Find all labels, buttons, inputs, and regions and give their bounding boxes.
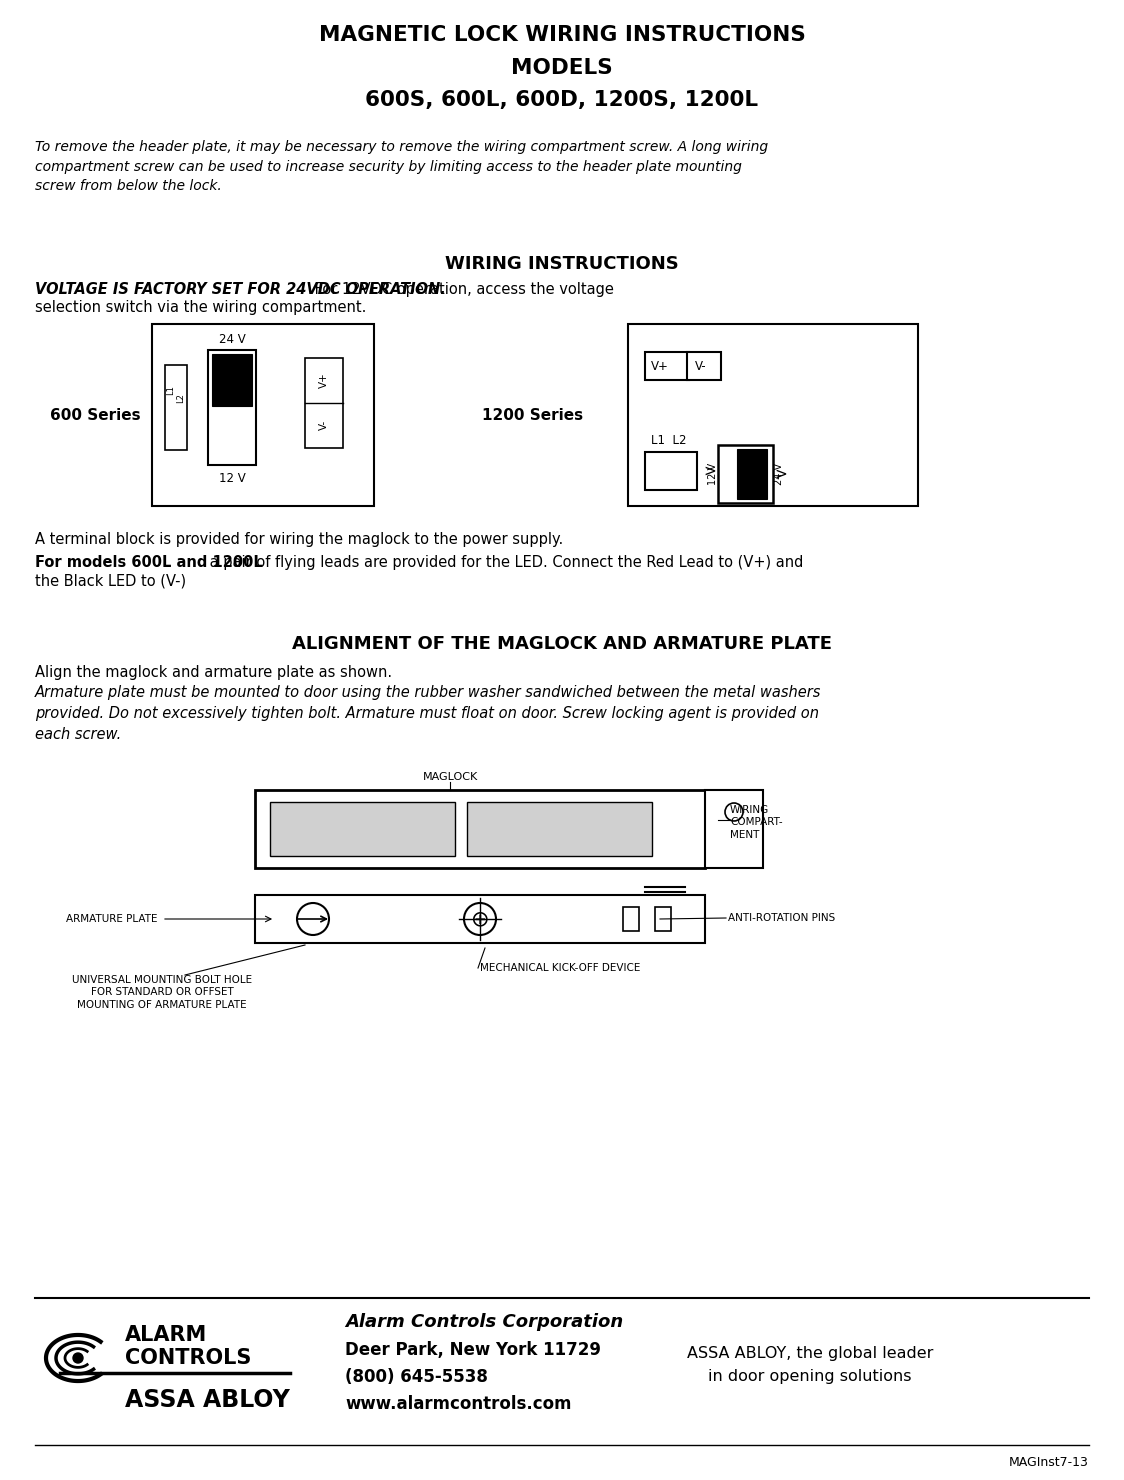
Bar — [718, 445, 773, 503]
Text: A terminal block is provided for wiring the maglock to the power supply.: A terminal block is provided for wiring … — [35, 531, 563, 548]
Text: UNIVERSAL MOUNTING BOLT HOLE
FOR STANDARD OR OFFSET
MOUNTING OF ARMATURE PLATE: UNIVERSAL MOUNTING BOLT HOLE FOR STANDAR… — [72, 975, 252, 1009]
Text: VOLTAGE IS FACTORY SET FOR 24VDC OPERATION.: VOLTAGE IS FACTORY SET FOR 24VDC OPERATI… — [35, 283, 446, 297]
Text: ALIGNMENT OF THE MAGLOCK AND ARMATURE PLATE: ALIGNMENT OF THE MAGLOCK AND ARMATURE PL… — [292, 635, 832, 653]
Text: Alarm Controls Corporation: Alarm Controls Corporation — [345, 1313, 623, 1331]
Text: For models 600L and 1200L: For models 600L and 1200L — [35, 555, 263, 570]
Text: 24 V: 24 V — [774, 463, 785, 485]
Text: MAGInst7-13: MAGInst7-13 — [1009, 1455, 1089, 1468]
Text: MAGNETIC LOCK WIRING INSTRUCTIONS: MAGNETIC LOCK WIRING INSTRUCTIONS — [318, 25, 806, 44]
Bar — [152, 324, 374, 506]
Text: L1: L1 — [166, 385, 175, 395]
Text: 12 V: 12 V — [219, 472, 245, 485]
Bar — [305, 358, 343, 448]
Text: selection switch via the wiring compartment.: selection switch via the wiring compartm… — [35, 300, 366, 315]
Text: www.alarmcontrols.com: www.alarmcontrols.com — [345, 1396, 571, 1413]
Text: L1  L2: L1 L2 — [651, 434, 687, 447]
Bar — [655, 907, 671, 931]
Text: 24 V: 24 V — [219, 333, 245, 346]
Text: V-: V- — [695, 360, 707, 373]
Text: For 12VDC operation, access the voltage: For 12VDC operation, access the voltage — [310, 283, 614, 297]
Text: CONTROLS: CONTROLS — [125, 1348, 252, 1368]
Text: L2: L2 — [176, 394, 185, 403]
Bar — [208, 349, 256, 465]
Circle shape — [297, 903, 329, 935]
Circle shape — [464, 903, 496, 935]
Circle shape — [73, 1353, 83, 1363]
Text: 600 Series: 600 Series — [49, 407, 140, 422]
Bar — [628, 324, 918, 506]
Bar — [737, 448, 767, 499]
Text: ⊕: ⊕ — [471, 909, 489, 929]
Text: ALARM: ALARM — [125, 1325, 207, 1345]
Text: MAGLOCK: MAGLOCK — [423, 773, 478, 781]
Bar — [645, 451, 697, 490]
Text: Armature plate must be mounted to door using the rubber washer sandwiched betwee: Armature plate must be mounted to door u… — [35, 685, 822, 741]
Text: To remove the header plate, it may be necessary to remove the wiring compartment: To remove the header plate, it may be ne… — [35, 141, 768, 192]
Text: >: > — [702, 463, 716, 478]
Text: Align the maglock and armature plate as shown.: Align the maglock and armature plate as … — [35, 665, 392, 679]
Bar — [255, 790, 705, 867]
Circle shape — [725, 804, 743, 821]
Text: V-: V- — [319, 420, 329, 431]
Text: ASSA ABLOY: ASSA ABLOY — [125, 1388, 290, 1412]
Bar — [165, 366, 187, 450]
Text: WIRING INSTRUCTIONS: WIRING INSTRUCTIONS — [445, 255, 679, 272]
Text: >: > — [774, 466, 787, 481]
Text: V+: V+ — [319, 371, 329, 388]
Text: WIRING
COMPART-
MENT: WIRING COMPART- MENT — [729, 805, 782, 839]
Bar — [212, 354, 252, 406]
Text: 1200 Series: 1200 Series — [482, 407, 583, 422]
Text: (800) 645-5538: (800) 645-5538 — [345, 1368, 488, 1385]
Text: 600S, 600L, 600D, 1200S, 1200L: 600S, 600L, 600D, 1200S, 1200L — [365, 90, 759, 110]
Bar — [623, 907, 640, 931]
Text: a pair of flying leads are provided for the LED. Connect the Red Lead to (V+) an: a pair of flying leads are provided for … — [205, 555, 804, 570]
Bar — [255, 895, 705, 943]
Text: the Black LED to (V-): the Black LED to (V-) — [35, 573, 187, 588]
Text: MODELS: MODELS — [511, 58, 613, 78]
Bar — [645, 352, 689, 380]
Text: 12 V: 12 V — [708, 463, 718, 485]
Bar — [466, 802, 652, 855]
Text: Deer Park, New York 11729: Deer Park, New York 11729 — [345, 1341, 601, 1359]
Bar — [705, 790, 763, 867]
Bar — [270, 802, 455, 855]
Bar — [687, 352, 720, 380]
Text: ASSA ABLOY, the global leader
in door opening solutions: ASSA ABLOY, the global leader in door op… — [687, 1347, 933, 1384]
Text: ARMATURE PLATE: ARMATURE PLATE — [66, 915, 158, 924]
Text: ANTI-ROTATION PINS: ANTI-ROTATION PINS — [728, 913, 835, 924]
Text: V+: V+ — [651, 360, 669, 373]
Text: MECHANICAL KICK-OFF DEVICE: MECHANICAL KICK-OFF DEVICE — [480, 963, 641, 972]
